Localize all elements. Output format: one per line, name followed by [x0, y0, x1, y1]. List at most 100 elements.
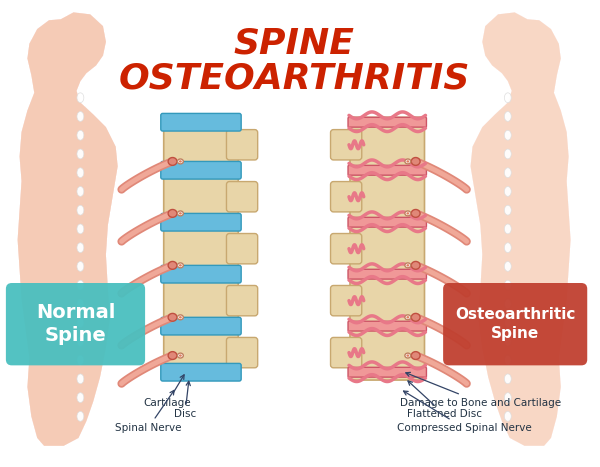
Ellipse shape: [505, 224, 511, 234]
FancyBboxPatch shape: [348, 321, 427, 331]
FancyBboxPatch shape: [226, 130, 257, 160]
FancyBboxPatch shape: [331, 130, 362, 160]
Ellipse shape: [178, 315, 184, 320]
Ellipse shape: [505, 280, 511, 290]
FancyBboxPatch shape: [164, 273, 238, 328]
Ellipse shape: [77, 205, 84, 215]
Text: Flattened Disc: Flattened Disc: [407, 381, 482, 419]
FancyBboxPatch shape: [331, 285, 362, 316]
FancyBboxPatch shape: [350, 273, 424, 328]
Ellipse shape: [406, 160, 409, 163]
Ellipse shape: [505, 93, 511, 103]
Ellipse shape: [179, 354, 182, 357]
Ellipse shape: [77, 299, 84, 309]
FancyBboxPatch shape: [161, 113, 241, 131]
Ellipse shape: [168, 157, 177, 165]
Text: Disc: Disc: [174, 381, 196, 419]
Polygon shape: [470, 13, 571, 446]
Polygon shape: [470, 13, 571, 446]
Ellipse shape: [411, 210, 420, 217]
Ellipse shape: [505, 318, 511, 327]
FancyBboxPatch shape: [226, 234, 257, 264]
FancyBboxPatch shape: [348, 117, 427, 127]
Ellipse shape: [505, 168, 511, 177]
Ellipse shape: [405, 263, 411, 268]
Ellipse shape: [179, 264, 182, 267]
Ellipse shape: [405, 211, 411, 216]
FancyBboxPatch shape: [331, 234, 362, 264]
Ellipse shape: [77, 130, 84, 140]
Ellipse shape: [405, 315, 411, 320]
Polygon shape: [17, 13, 118, 446]
Ellipse shape: [168, 210, 177, 217]
Text: SPINE: SPINE: [233, 26, 355, 60]
Ellipse shape: [411, 352, 420, 360]
Ellipse shape: [505, 411, 511, 421]
FancyBboxPatch shape: [350, 169, 424, 224]
Ellipse shape: [77, 149, 84, 159]
Polygon shape: [470, 13, 571, 446]
FancyBboxPatch shape: [164, 325, 238, 380]
Polygon shape: [17, 13, 118, 446]
Ellipse shape: [505, 374, 511, 384]
FancyBboxPatch shape: [161, 265, 241, 283]
Ellipse shape: [179, 316, 182, 318]
Ellipse shape: [178, 211, 184, 216]
Ellipse shape: [405, 353, 411, 358]
Ellipse shape: [168, 262, 177, 269]
Ellipse shape: [505, 393, 511, 403]
Ellipse shape: [505, 112, 511, 121]
FancyBboxPatch shape: [350, 325, 424, 380]
Ellipse shape: [178, 159, 184, 164]
Ellipse shape: [77, 243, 84, 253]
Ellipse shape: [406, 264, 409, 267]
Ellipse shape: [168, 313, 177, 321]
Ellipse shape: [178, 353, 184, 358]
Ellipse shape: [405, 159, 411, 164]
FancyBboxPatch shape: [331, 182, 362, 212]
FancyBboxPatch shape: [161, 162, 241, 179]
FancyBboxPatch shape: [164, 169, 238, 224]
FancyBboxPatch shape: [164, 117, 238, 172]
Ellipse shape: [77, 262, 84, 271]
FancyBboxPatch shape: [161, 213, 241, 231]
Ellipse shape: [505, 262, 511, 271]
FancyBboxPatch shape: [226, 182, 257, 212]
FancyBboxPatch shape: [164, 221, 238, 276]
Ellipse shape: [77, 411, 84, 421]
Ellipse shape: [505, 205, 511, 215]
Polygon shape: [470, 13, 571, 446]
Text: Spinal Nerve: Spinal Nerve: [115, 390, 181, 433]
Polygon shape: [17, 13, 118, 446]
Ellipse shape: [505, 149, 511, 159]
Ellipse shape: [406, 354, 409, 357]
FancyBboxPatch shape: [350, 117, 424, 172]
Ellipse shape: [77, 355, 84, 365]
FancyBboxPatch shape: [350, 221, 424, 276]
FancyBboxPatch shape: [348, 165, 427, 175]
Text: Normal
Spine: Normal Spine: [36, 303, 115, 346]
Text: OSTEOARTHRITIS: OSTEOARTHRITIS: [118, 62, 470, 95]
Ellipse shape: [505, 355, 511, 365]
Ellipse shape: [178, 263, 184, 268]
FancyBboxPatch shape: [443, 283, 587, 365]
FancyBboxPatch shape: [161, 317, 241, 335]
Ellipse shape: [505, 336, 511, 346]
FancyBboxPatch shape: [331, 338, 362, 368]
Ellipse shape: [77, 374, 84, 384]
Ellipse shape: [411, 313, 420, 321]
Ellipse shape: [77, 112, 84, 121]
Ellipse shape: [77, 318, 84, 327]
Ellipse shape: [179, 212, 182, 215]
FancyBboxPatch shape: [348, 368, 427, 377]
Ellipse shape: [411, 157, 420, 165]
Text: Compressed Spinal Nerve: Compressed Spinal Nerve: [397, 391, 532, 433]
Ellipse shape: [77, 336, 84, 346]
Ellipse shape: [505, 243, 511, 253]
Ellipse shape: [168, 352, 177, 360]
FancyBboxPatch shape: [161, 363, 241, 381]
Text: Osteoarthritic
Spine: Osteoarthritic Spine: [455, 307, 575, 341]
Ellipse shape: [77, 93, 84, 103]
Polygon shape: [17, 13, 118, 446]
Ellipse shape: [406, 212, 409, 215]
